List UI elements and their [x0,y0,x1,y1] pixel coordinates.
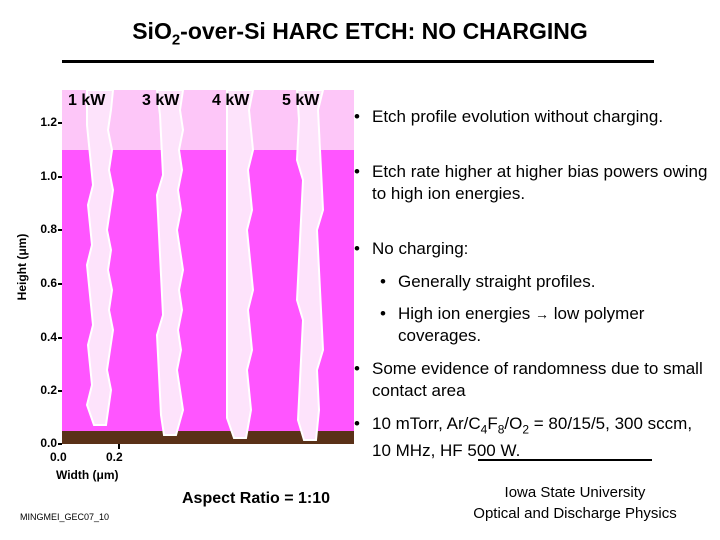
y-tick-mark [58,443,62,445]
y-tick-label: 1.2 [40,115,57,129]
bullet-item: • No charging: [354,239,469,258]
aspect-ratio-caption: Aspect Ratio = 1:10 [182,490,331,507]
y-tick-mark [58,337,62,339]
sub-bullet-item: • High ion energies → low polymer coverag… [380,304,645,345]
y-tick-mark [58,390,62,392]
sub-bullet-item: • Generally straight profiles. [380,272,596,291]
y-tick-label: 1.0 [40,169,57,183]
y-tick-label: 0.2 [40,383,57,397]
slide-id: MINGMEI_GEC07_10 [20,512,110,522]
slide-title: SiO2-over-Si HARC ETCH: NO CHARGING [132,18,588,49]
x-tick-label: 0.0 [50,450,67,464]
bullet-item: • Some evidence of randomness due to smal… [354,359,703,400]
y-tick-label: 0.6 [40,276,57,290]
power-column-label: 4 kW [212,92,250,109]
bullet-item: • 10 mTorr, Ar/C4F8/O2 = 80/15/5, 300 scc… [354,414,693,461]
x-tick-label: 0.2 [106,450,123,464]
y-tick-label: 0.8 [40,222,57,236]
x-axis-label: Width (μm) [56,468,119,482]
y-tick-label: 0.4 [40,330,57,344]
etch-profile-image [62,90,354,444]
title-divider [62,60,654,63]
trench-profiles [85,90,325,441]
power-column-label: 5 kW [282,92,320,109]
y-tick-mark [58,229,62,231]
trench-profile [155,90,185,436]
x-tick-mark [118,444,120,449]
affiliation-divider [478,459,652,461]
trench-profile [226,90,255,439]
y-tick-mark [58,283,62,285]
affiliation-group: Optical and Discharge Physics [473,505,677,522]
bullet-item: • Etch profile evolution without charging… [354,107,664,126]
y-tick-mark [58,122,62,124]
trench-profile [85,90,115,426]
silicon-substrate [62,431,354,444]
y-axis-label: Height (μm) [15,233,29,301]
bullet-item: • Etch rate higher at higher bias powers … [354,162,708,203]
affiliation-university: Iowa State University [504,484,646,501]
trench-profile [295,90,325,441]
y-tick-label: 0.0 [40,436,57,450]
power-column-label: 3 kW [142,92,180,109]
y-tick-mark [58,176,62,178]
power-column-label: 1 kW [68,92,106,109]
